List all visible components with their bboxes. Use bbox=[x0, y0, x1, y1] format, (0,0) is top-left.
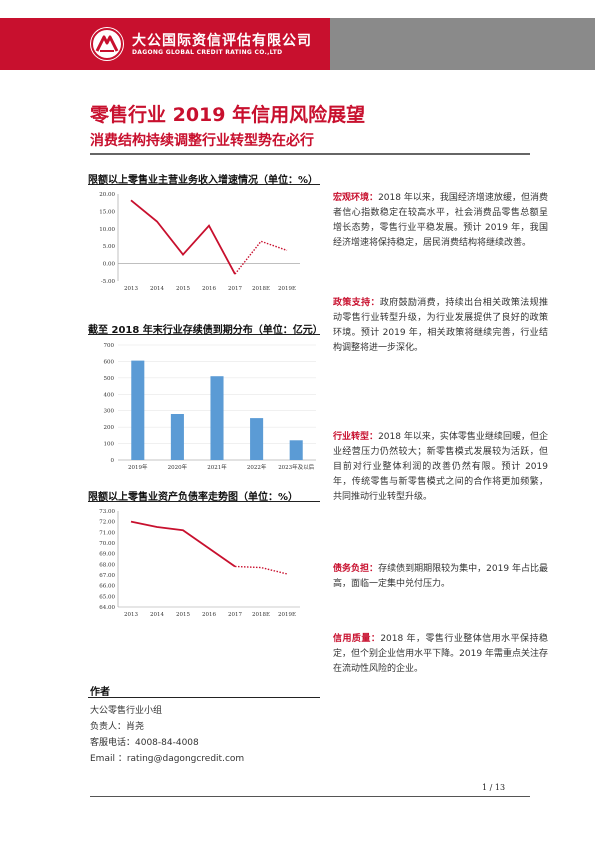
section-transformation-keyword: 行业转型： bbox=[333, 432, 379, 442]
chart2-x-tick-label: 2021年 bbox=[207, 463, 227, 471]
chart1-y-tick-label: 5.00 bbox=[103, 244, 116, 250]
chart3-series-actual bbox=[130, 520, 236, 568]
chart1-x-tick-label: 2015 bbox=[176, 286, 190, 292]
section-macro-keyword: 宏观环境： bbox=[333, 193, 379, 203]
section-credit: 信用质量：2018 年，零售行业整体信用水平保持稳定，但个别企业信用水平下降。2… bbox=[333, 632, 548, 677]
footer-rule bbox=[90, 796, 530, 797]
revenue-growth-line-chart: 20.00 15.00 10.00 5.00 0.00 -5.00 2013 2014 2015… bbox=[99, 192, 300, 292]
chart1-series-forecast bbox=[234, 240, 288, 275]
author-lead: 负责人：肖尧 bbox=[90, 722, 145, 732]
chart2-y-tick-label: 500 bbox=[104, 376, 115, 382]
section-transformation-text: 2018 年以来，实体零售业继续回暖，但企业经营压力仍然较大；新零售模式发展较为… bbox=[333, 432, 548, 502]
chart3-x-tick-label: 2014 bbox=[150, 612, 164, 618]
section-debt: 债务负担：存续债到期期限较为集中，2019 年占比最高，面临一定集中兑付压力。 bbox=[333, 562, 548, 592]
header-grey-band bbox=[330, 18, 595, 70]
debt-ratio-line-chart: 73.00 72.00 71.00 70.00 69.00 68.00 67.00 66.00… bbox=[99, 509, 300, 618]
chart1-y-tick-label: 15.00 bbox=[99, 209, 115, 215]
chart3-x-tick-label: 2013 bbox=[124, 612, 138, 618]
chart3-title: 限额以上零售业资产负债率走势图（单位：%） bbox=[88, 492, 299, 503]
chart3-y-tick-label: 66.00 bbox=[99, 584, 115, 590]
chart2-rule bbox=[88, 334, 320, 335]
chart1-rule bbox=[88, 184, 320, 185]
chart3-series-forecast bbox=[234, 565, 288, 575]
chart3-y-tick-label: 65.00 bbox=[99, 594, 115, 600]
chart2-y-tick-label: 200 bbox=[104, 425, 115, 431]
chart3-x-tick-label: 2018E bbox=[252, 612, 270, 618]
chart1-y-tick-label: 0.00 bbox=[103, 262, 116, 268]
section-policy: 政策支持：政府鼓励消费，持续出台相关政策法规推动零售行业转型升级，为行业发展提供… bbox=[333, 296, 548, 356]
chart1-x-tick-label: 2016 bbox=[202, 286, 216, 292]
chart2-bar bbox=[289, 440, 303, 460]
chart1-series-actual bbox=[130, 199, 236, 275]
chart2-y-tick-label: 600 bbox=[104, 359, 115, 365]
section-policy-keyword: 政策支持： bbox=[333, 298, 380, 308]
header-bar: 大公国际资信评估有限公司 DAGONG GLOBAL CREDIT RATING… bbox=[0, 18, 595, 70]
chart2-title: 截至 2018 年末行业存续债到期分布（单位：亿元） bbox=[88, 325, 323, 336]
chart3-y-tick-label: 64.00 bbox=[99, 605, 115, 611]
dagong-logo-icon bbox=[90, 27, 124, 61]
chart2-bar bbox=[250, 418, 264, 460]
chart3-x-tick-label: 2015 bbox=[176, 612, 190, 618]
chart1-x-tick-label: 2019E bbox=[278, 286, 296, 292]
bond-maturity-bar-chart: 700 600 500 400 300 200 100 0 2019年 2020年 2021年 202… bbox=[104, 343, 316, 471]
chart1-x-tick-label: 2014 bbox=[150, 286, 164, 292]
chart2-y-tick-label: 400 bbox=[104, 392, 115, 398]
chart3-y-tick-label: 67.00 bbox=[99, 573, 115, 579]
chart2-x-tick-label: 2023年及以后 bbox=[278, 463, 314, 471]
chart3-y-tick-label: 72.00 bbox=[99, 520, 115, 526]
section-debt-text: 存续债到期期限较为集中，2019 年占比最高，面临一定集中兑付压力。 bbox=[333, 564, 548, 589]
chart3-y-tick-label: 68.00 bbox=[99, 562, 115, 568]
chart3-x-tick-label: 2016 bbox=[202, 612, 216, 618]
chart3-rule bbox=[88, 501, 320, 502]
chart1-x-tick-label: 2017 bbox=[228, 286, 242, 292]
page-subtitle: 消费结构持续调整行业转型势在必行 bbox=[90, 133, 314, 149]
chart2-x-tick-label: 2020年 bbox=[168, 463, 188, 471]
chart3-y-tick-label: 70.00 bbox=[99, 541, 115, 547]
author-phone: 客服电话：4008-84-4008 bbox=[90, 738, 199, 748]
company-name-cn: 大公国际资信评估有限公司 bbox=[132, 33, 312, 49]
chart3-y-tick-label: 73.00 bbox=[99, 509, 115, 515]
header-red-band bbox=[0, 18, 330, 70]
author-heading: 作者 bbox=[90, 687, 110, 698]
page-number: 1 / 13 bbox=[482, 783, 506, 792]
section-transformation: 行业转型：2018 年以来，实体零售业继续回暖，但企业经营压力仍然较大；新零售模… bbox=[333, 430, 548, 505]
section-credit-text: 2018 年，零售行业整体信用水平保持稳定，但个别企业信用水平下降。2019 年… bbox=[333, 634, 548, 674]
title-divider bbox=[90, 153, 530, 155]
chart1-x-tick-label: 2013 bbox=[124, 286, 138, 292]
section-credit-keyword: 信用质量： bbox=[333, 634, 381, 644]
chart1-y-tick-label: -5.00 bbox=[101, 279, 116, 285]
chart3-y-tick-label: 69.00 bbox=[99, 552, 115, 558]
author-rule bbox=[88, 697, 320, 698]
chart2-x-tick-label: 2022年 bbox=[247, 463, 267, 471]
chart3-x-tick-label: 2017 bbox=[228, 612, 242, 618]
chart2-y-tick-label: 300 bbox=[104, 409, 115, 415]
section-macro-text: 2018 年以来，我国经济增速放缓，但消费者信心指数稳定在较高水平，社会消费品零… bbox=[333, 193, 548, 248]
chart2-x-tick-label: 2019年 bbox=[128, 463, 148, 471]
chart3-x-tick-label: 2019E bbox=[278, 612, 296, 618]
section-debt-keyword: 债务负担： bbox=[333, 564, 379, 574]
chart1-y-tick-label: 10.00 bbox=[99, 227, 115, 233]
chart1-x-tick-label: 2018E bbox=[252, 286, 270, 292]
section-macro: 宏观环境：2018 年以来，我国经济增速放缓，但消费者信心指数稳定在较高水平，社… bbox=[333, 191, 548, 251]
chart3-y-tick-label: 71.00 bbox=[99, 530, 115, 536]
chart2-y-tick-label: 100 bbox=[104, 442, 115, 448]
chart1-title: 限额以上零售业主营业务收入增速情况（单位：%） bbox=[88, 175, 319, 186]
chart1-y-tick-label: 20.00 bbox=[99, 192, 115, 198]
author-email[interactable]: Email ：rating@dagongcredit.com bbox=[90, 754, 245, 764]
chart2-bar bbox=[210, 376, 224, 460]
chart2-bar bbox=[170, 414, 184, 460]
author-team: 大公零售行业小组 bbox=[90, 706, 163, 716]
section-policy-text: 政府鼓励消费，持续出台相关政策法规推动零售行业转型升级，为行业发展提供了良好的政… bbox=[333, 298, 548, 353]
company-name-en: DAGONG GLOBAL CREDIT RATING CO.,LTD bbox=[132, 49, 283, 56]
chart2-bar bbox=[131, 360, 145, 460]
chart2-y-tick-label: 700 bbox=[104, 343, 115, 349]
page-title: 零售行业 2019 年信用风险展望 bbox=[90, 104, 366, 126]
chart2-y-tick-label: 0 bbox=[111, 458, 115, 464]
